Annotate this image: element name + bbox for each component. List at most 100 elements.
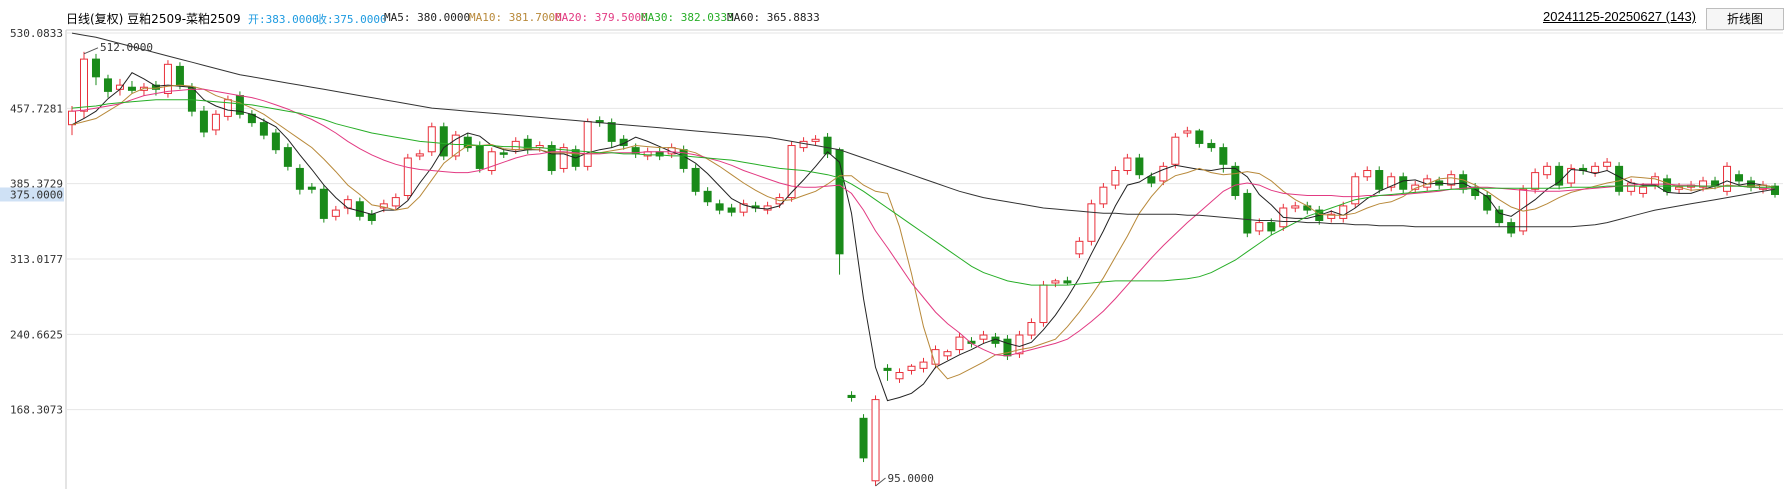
date-range-link[interactable]: 20241125-20250627 (143) [1543, 9, 1697, 24]
candle-down [127, 86, 136, 91]
ma10-label: MA10: 381.7000 [469, 11, 562, 24]
candle-up [739, 203, 748, 213]
candle-up [211, 113, 220, 131]
candle-down [1219, 147, 1228, 165]
low-annotation: 95.0000 [888, 472, 934, 485]
chart-title: 日线(复权) 豆粕2509-菜粕2509 [66, 12, 241, 26]
candle-down [1207, 142, 1216, 149]
candle-down [1711, 180, 1720, 186]
candle-down [1459, 174, 1468, 190]
candle-down [307, 186, 316, 190]
candle-up [1051, 280, 1060, 284]
candle-up [1699, 180, 1708, 188]
y-tick-label: 240.6625 [10, 328, 63, 341]
ma-line-ma60 [71, 32, 1776, 228]
candle-down [883, 367, 892, 371]
candle-down [1507, 222, 1516, 234]
candle-up [1255, 222, 1264, 232]
candle-up [1627, 182, 1636, 192]
candle-up [427, 126, 436, 153]
candle-down [619, 138, 628, 147]
candle-up [331, 209, 340, 217]
candle-down [703, 190, 712, 203]
candle-up [68, 110, 76, 126]
candle-up [1447, 174, 1456, 186]
candle-down [1555, 165, 1564, 186]
candle-down [355, 201, 364, 217]
candle-up [403, 157, 412, 197]
candle-down [1195, 130, 1204, 144]
candle-up [1039, 284, 1048, 324]
y-tick-label: 457.7281 [10, 102, 63, 115]
candle-down [1375, 170, 1384, 190]
ma60-label: MA60: 365.8833 [727, 11, 820, 24]
candle-up [919, 361, 928, 369]
candle-down [1231, 165, 1240, 197]
candle-down [271, 132, 280, 151]
candle-up [1027, 322, 1036, 336]
candle-down [367, 213, 376, 221]
candle-up [415, 153, 424, 157]
ma20-label: MA20: 379.5000 [555, 11, 648, 24]
candle-down [835, 149, 844, 255]
ma5-label: MA5: 380.0000 [384, 11, 471, 24]
candle-down [523, 138, 532, 151]
candle-down [1483, 195, 1492, 211]
candle-up [1531, 172, 1540, 190]
candle-up [979, 334, 988, 340]
ma30-label: MA30: 382.0333 [641, 11, 734, 24]
candle-down [103, 78, 112, 92]
candle-down [1243, 192, 1252, 234]
candle-down [607, 122, 616, 142]
candle-down [715, 203, 724, 211]
candle-down [1663, 178, 1672, 192]
candle-up [1183, 130, 1192, 134]
candle-down [91, 58, 100, 78]
candle-down [199, 110, 208, 133]
candle-up [1723, 165, 1732, 192]
candle-down [847, 394, 856, 398]
candle-down [319, 188, 328, 219]
high-arrow [83, 47, 99, 55]
y-tick-label: 313.0177 [10, 253, 63, 266]
candle-down [175, 65, 184, 86]
candle-up [1171, 136, 1180, 165]
candle-down [1399, 176, 1408, 190]
ma-line-ma5 [71, 72, 1776, 402]
candle-down [1147, 176, 1156, 184]
current-price-box [0, 187, 64, 202]
candle-up [487, 151, 496, 172]
candle-down [295, 167, 304, 190]
candle-down [1735, 174, 1744, 182]
open-price-label: 开:383.0000 [248, 13, 319, 26]
candle-up [1015, 334, 1024, 355]
candle-down [259, 122, 268, 136]
candle-up [871, 399, 880, 482]
candle-up [451, 134, 460, 157]
candle-up [1339, 205, 1348, 219]
y-tick-label: 385.3729 [10, 178, 63, 191]
close-price-label: 收:375.0000 [316, 13, 387, 26]
candle-down [823, 136, 832, 155]
current-price-label: 375.0000 [10, 188, 63, 201]
chart-header: 日线(复权) 豆粕2509-菜粕2509 开:383.0000 收:375.00… [0, 0, 1785, 30]
low-arrow [875, 477, 886, 487]
candle-up [1123, 157, 1132, 172]
candle-up [343, 199, 352, 209]
candle-up [1327, 213, 1336, 219]
candle-up [1603, 161, 1612, 167]
candle-up [1351, 176, 1360, 205]
candle-up [1111, 170, 1120, 186]
candle-down [1135, 157, 1144, 176]
y-tick-label: 168.3073 [10, 404, 63, 417]
candle-up [1387, 176, 1396, 188]
candle-up [1363, 170, 1372, 178]
candle-up [1639, 186, 1648, 194]
y-tick-label: 530.0833 [10, 27, 63, 40]
candle-down [1267, 222, 1276, 232]
ma-line-ma30 [71, 99, 1775, 286]
candle-down [1495, 209, 1504, 224]
candle-up [79, 58, 88, 112]
candle-up [1087, 203, 1096, 242]
